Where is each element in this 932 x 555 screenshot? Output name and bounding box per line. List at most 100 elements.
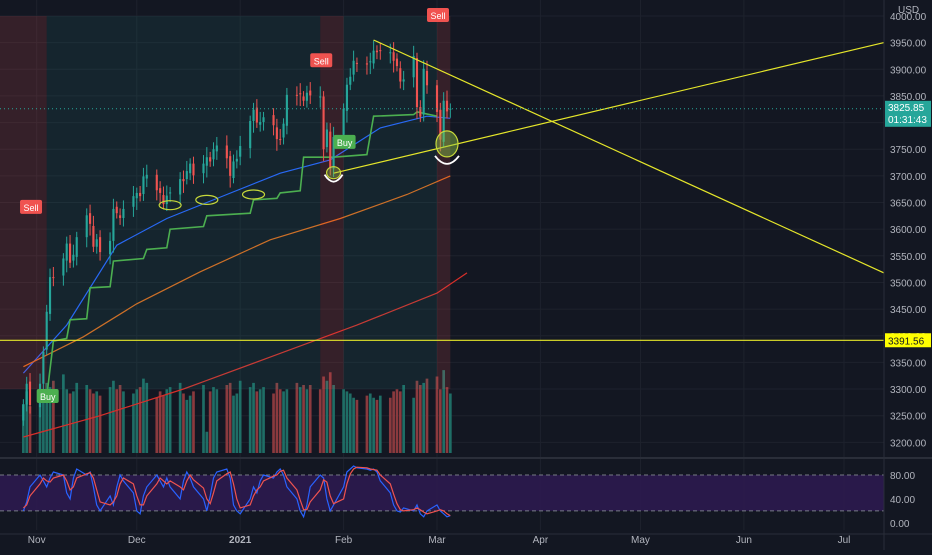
candle-body[interactable] (155, 174, 158, 191)
candle-body[interactable] (185, 171, 188, 180)
candle-body[interactable] (169, 192, 172, 194)
highlight-ellipse[interactable] (325, 166, 342, 180)
candle-body[interactable] (68, 243, 72, 263)
highlight-ellipse[interactable] (195, 194, 219, 205)
candle-body[interactable] (415, 58, 419, 108)
candle-body[interactable] (209, 157, 212, 162)
candle-body[interactable] (225, 145, 228, 159)
candle-body[interactable] (89, 213, 92, 224)
candle-body[interactable] (232, 161, 235, 179)
candle-body[interactable] (439, 109, 442, 140)
candle-body[interactable] (122, 208, 125, 218)
candle-body[interactable] (95, 239, 98, 247)
candle-body[interactable] (279, 139, 282, 141)
candle-body[interactable] (365, 63, 369, 65)
candle-body[interactable] (372, 50, 375, 64)
candle-body[interactable] (109, 240, 112, 255)
trendline-line[interactable] (333, 42, 885, 174)
candle-body[interactable] (305, 92, 308, 101)
annotations[interactable] (158, 130, 460, 211)
candle-body[interactable] (325, 129, 328, 148)
candle-body[interactable] (262, 117, 265, 123)
candle-body[interactable] (389, 52, 392, 54)
candle-body[interactable] (165, 195, 168, 205)
candle-body[interactable] (229, 156, 232, 176)
candle-body[interactable] (379, 50, 382, 52)
candle-body[interactable] (375, 50, 379, 53)
candle-body[interactable] (395, 58, 399, 67)
candle-body[interactable] (159, 188, 162, 193)
candle-body[interactable] (249, 120, 252, 149)
candle-body[interactable] (445, 100, 449, 112)
candle-body[interactable] (72, 254, 75, 261)
candle-body[interactable] (349, 76, 352, 85)
candle-body[interactable] (75, 237, 78, 257)
candle-body[interactable] (442, 100, 445, 142)
candle-body[interactable] (345, 84, 348, 111)
candle-body[interactable] (412, 55, 415, 78)
candle-body[interactable] (259, 122, 262, 125)
candle-body[interactable] (235, 158, 238, 162)
candle-body[interactable] (142, 176, 145, 194)
highlight-ellipse[interactable] (158, 200, 182, 211)
candle-body[interactable] (449, 108, 452, 110)
candle-body[interactable] (99, 237, 102, 253)
candle-body[interactable] (192, 163, 195, 176)
candle-body[interactable] (62, 258, 65, 276)
candle-body[interactable] (272, 115, 275, 126)
candle-body[interactable] (162, 195, 165, 205)
candle-body[interactable] (392, 52, 395, 61)
candle-body[interactable] (202, 163, 205, 174)
candle-body[interactable] (422, 68, 425, 115)
candle-body[interactable] (28, 381, 32, 406)
candle-body[interactable] (189, 163, 192, 174)
candle-body[interactable] (299, 93, 302, 95)
candle-body[interactable] (52, 277, 55, 279)
candle-body[interactable] (42, 351, 45, 384)
candle-body[interactable] (319, 96, 322, 98)
candle-body[interactable] (22, 404, 25, 421)
candle-body[interactable] (179, 179, 182, 195)
candle-body[interactable] (402, 79, 405, 82)
candle-body[interactable] (255, 107, 258, 123)
candle-body[interactable] (342, 108, 345, 135)
candle-body[interactable] (145, 174, 148, 179)
smile-arc[interactable] (323, 174, 344, 183)
candle-body[interactable] (425, 70, 429, 86)
candle-body[interactable] (139, 192, 142, 197)
candle-body[interactable] (252, 109, 255, 121)
candle-body[interactable] (309, 90, 312, 96)
candle-body[interactable] (355, 62, 359, 64)
candle-body[interactable] (65, 243, 68, 261)
candle-body[interactable] (332, 136, 335, 169)
smile-arc[interactable] (434, 155, 460, 165)
candle-body[interactable] (48, 277, 52, 314)
candle-body[interactable] (239, 146, 242, 157)
candle-body[interactable] (85, 215, 88, 238)
candlesticks[interactable] (22, 40, 452, 426)
candle-body[interactable] (45, 311, 48, 350)
trendline-line[interactable] (373, 39, 885, 274)
candle-body[interactable] (282, 123, 285, 138)
candle-body[interactable] (115, 206, 118, 214)
highlight-ellipse[interactable] (435, 130, 459, 158)
candle-body[interactable] (352, 60, 355, 75)
candle-body[interactable] (132, 196, 135, 207)
candle-body[interactable] (182, 179, 185, 182)
candle-body[interactable] (25, 383, 28, 405)
candle-body[interactable] (92, 225, 95, 247)
highlight-ellipse[interactable] (241, 189, 266, 200)
candle-body[interactable] (205, 157, 208, 166)
candle-body[interactable] (329, 131, 332, 169)
candle-body[interactable] (275, 127, 278, 140)
candle-body[interactable] (302, 96, 305, 101)
candle-body[interactable] (112, 208, 115, 241)
candle-body[interactable] (295, 94, 298, 96)
candle-body[interactable] (419, 107, 422, 117)
candle-body[interactable] (399, 68, 402, 82)
candle-body[interactable] (285, 94, 288, 126)
candle-body[interactable] (119, 215, 122, 218)
candle-body[interactable] (212, 149, 215, 160)
candle-body[interactable] (322, 96, 325, 150)
